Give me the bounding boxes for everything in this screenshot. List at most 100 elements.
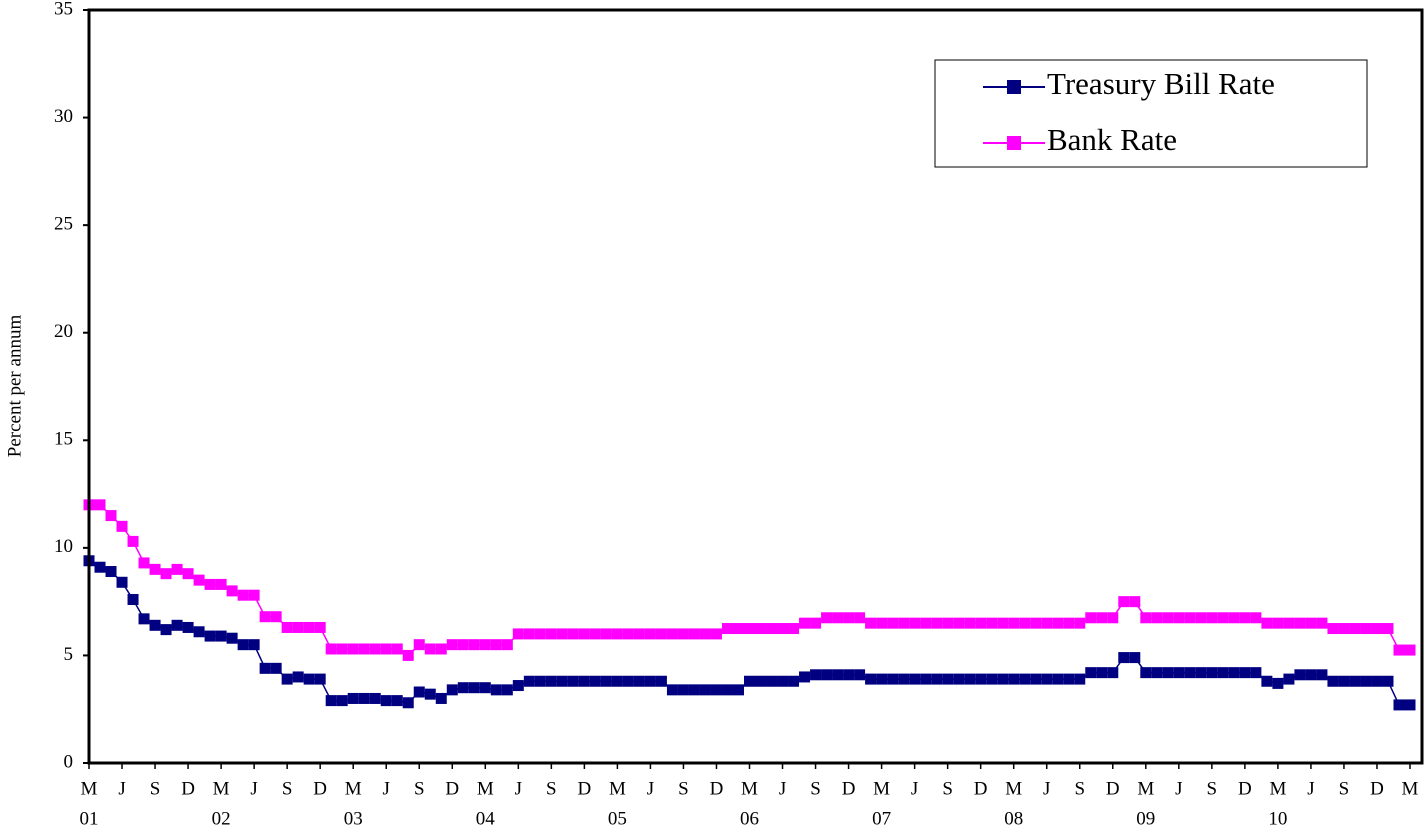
x-year-label: 09 bbox=[1136, 808, 1155, 829]
point bbox=[1228, 667, 1240, 679]
point bbox=[799, 671, 811, 683]
point bbox=[865, 673, 877, 685]
point bbox=[964, 673, 976, 685]
x-tick-label: M bbox=[873, 778, 890, 799]
point bbox=[1404, 644, 1416, 656]
point bbox=[732, 623, 744, 635]
y-tick-label: 15 bbox=[54, 429, 73, 450]
point bbox=[1184, 612, 1196, 624]
x-year-label: 06 bbox=[740, 808, 759, 829]
point bbox=[854, 669, 866, 681]
x-tick-label: S bbox=[150, 778, 161, 799]
point bbox=[920, 617, 932, 629]
point bbox=[699, 628, 711, 640]
point bbox=[127, 535, 139, 547]
x-year-label: 08 bbox=[1004, 808, 1023, 829]
point bbox=[942, 673, 954, 685]
x-tick-label: J bbox=[911, 778, 918, 799]
point bbox=[953, 617, 965, 629]
point bbox=[138, 557, 150, 569]
point bbox=[788, 675, 800, 687]
point bbox=[1030, 617, 1042, 629]
point bbox=[898, 617, 910, 629]
point bbox=[149, 563, 161, 575]
point bbox=[1195, 667, 1207, 679]
x-tick-label: M bbox=[609, 778, 626, 799]
point bbox=[1140, 612, 1152, 624]
point bbox=[116, 520, 128, 532]
point bbox=[986, 617, 998, 629]
point bbox=[336, 695, 348, 707]
x-year-label: 01 bbox=[80, 808, 99, 829]
x-tick-label: J bbox=[1043, 778, 1050, 799]
point bbox=[666, 684, 678, 696]
point bbox=[182, 568, 194, 580]
x-tick-label: M bbox=[1269, 778, 1286, 799]
point bbox=[810, 617, 822, 629]
y-tick-label: 5 bbox=[64, 644, 74, 665]
x-tick-label: D bbox=[1238, 778, 1252, 799]
point bbox=[1283, 673, 1295, 685]
point bbox=[1272, 677, 1284, 689]
point bbox=[105, 510, 117, 522]
point bbox=[688, 628, 700, 640]
x-tick-label: M bbox=[741, 778, 758, 799]
point bbox=[622, 628, 634, 640]
point bbox=[677, 684, 689, 696]
point bbox=[215, 578, 227, 590]
point bbox=[292, 621, 304, 633]
point bbox=[1393, 644, 1405, 656]
point bbox=[105, 566, 117, 578]
point bbox=[843, 669, 855, 681]
x-year-label: 04 bbox=[476, 808, 496, 829]
x-year-label: 05 bbox=[608, 808, 627, 829]
point bbox=[1074, 673, 1086, 685]
point bbox=[413, 639, 425, 651]
point bbox=[578, 675, 590, 687]
point bbox=[710, 684, 722, 696]
point bbox=[755, 675, 767, 687]
point bbox=[446, 639, 458, 651]
point bbox=[887, 673, 899, 685]
point bbox=[909, 617, 921, 629]
x-tick-label: M bbox=[477, 778, 494, 799]
point bbox=[1393, 699, 1405, 711]
point bbox=[1327, 675, 1339, 687]
x-tick-label: S bbox=[1074, 778, 1085, 799]
point bbox=[171, 619, 183, 631]
point bbox=[1283, 617, 1295, 629]
point bbox=[534, 628, 546, 640]
point bbox=[810, 669, 822, 681]
point bbox=[942, 617, 954, 629]
point bbox=[677, 628, 689, 640]
point bbox=[1305, 669, 1317, 681]
point bbox=[1074, 617, 1086, 629]
point bbox=[1360, 675, 1372, 687]
x-tick-label: S bbox=[546, 778, 557, 799]
point bbox=[556, 628, 568, 640]
point bbox=[435, 692, 447, 704]
point bbox=[1019, 617, 1031, 629]
y-tick-label: 30 bbox=[54, 106, 73, 127]
point bbox=[512, 680, 524, 692]
point bbox=[182, 621, 194, 633]
point bbox=[1008, 617, 1020, 629]
point bbox=[1019, 673, 1031, 685]
point bbox=[314, 621, 326, 633]
point bbox=[1085, 612, 1097, 624]
x-tick-label: D bbox=[1370, 778, 1384, 799]
point bbox=[832, 669, 844, 681]
point bbox=[424, 643, 436, 655]
point bbox=[270, 611, 282, 623]
point bbox=[281, 621, 293, 633]
point bbox=[655, 628, 667, 640]
point bbox=[567, 675, 579, 687]
point bbox=[766, 675, 778, 687]
point bbox=[1371, 623, 1383, 635]
y-tick-label: 20 bbox=[54, 321, 73, 342]
point bbox=[1107, 612, 1119, 624]
point bbox=[931, 617, 943, 629]
point bbox=[931, 673, 943, 685]
point bbox=[1239, 612, 1251, 624]
point bbox=[303, 673, 315, 685]
